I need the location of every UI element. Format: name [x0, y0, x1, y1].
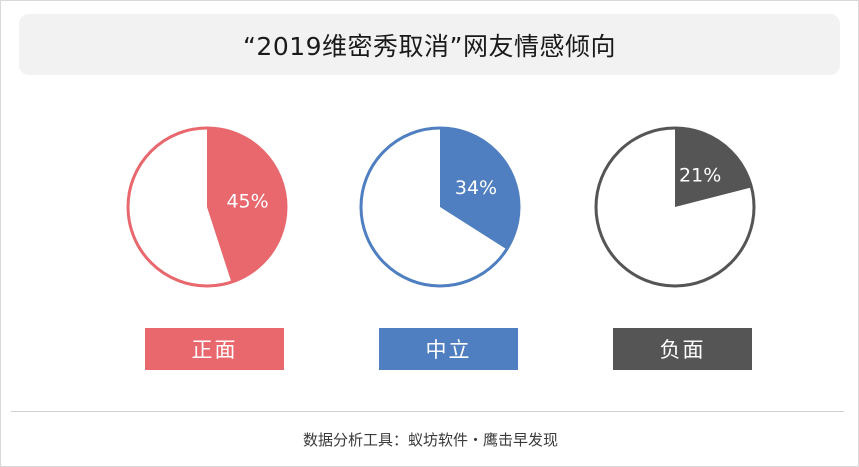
pie-outline-positive [126, 126, 288, 288]
pie-slice-neutral [440, 128, 519, 250]
pie-value-label-negative: 21% [679, 165, 721, 187]
pie-outline-negative [594, 126, 756, 288]
legend-label-neutral: 中立 [379, 328, 518, 370]
pie-value-label-neutral: 34% [455, 177, 497, 199]
pie-slice-negative [675, 128, 752, 207]
title-bar: “2019维密秀取消”网友情感倾向 [19, 14, 840, 75]
legend-label-negative: 负面 [613, 328, 752, 370]
footer-credit: 数据分析工具：蚁坊软件・鹰击早发现 [302, 431, 558, 449]
pie-slice-positive [207, 128, 286, 283]
footer-divider [11, 411, 844, 412]
chart-title: “2019维密秀取消”网友情感倾向 [242, 31, 617, 61]
pie-outline-neutral [359, 126, 521, 288]
pie-value-label-positive: 45% [226, 191, 268, 213]
pie-charts: 45% 34% 21% [126, 126, 756, 288]
legend-label-positive: 正面 [145, 328, 284, 370]
